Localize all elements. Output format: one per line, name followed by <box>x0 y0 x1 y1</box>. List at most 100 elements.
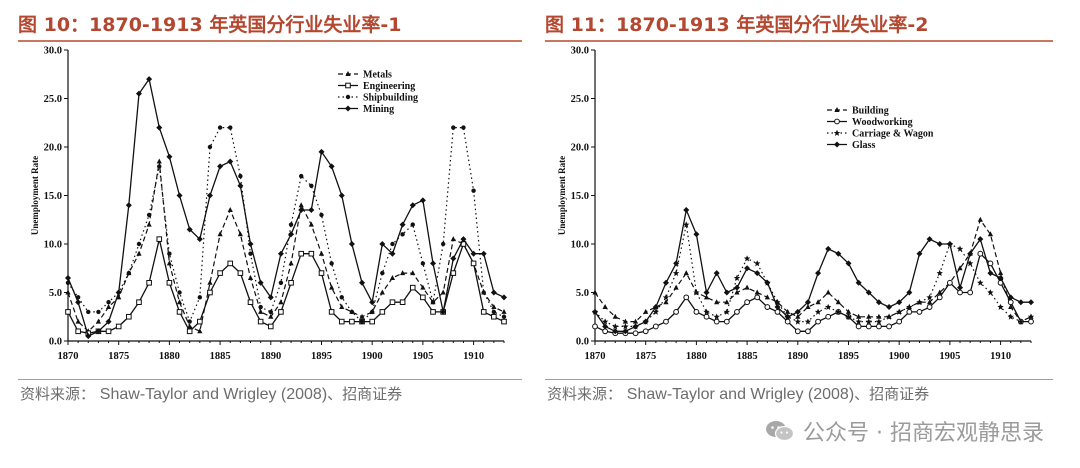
data-point-shipbuilding <box>359 319 365 324</box>
data-point-glass <box>764 279 771 286</box>
data-point-engineering <box>389 299 396 305</box>
data-point-metals <box>258 308 264 314</box>
data-point-engineering <box>217 270 223 276</box>
data-point-shipbuilding <box>207 144 213 150</box>
data-point-glass <box>693 231 700 238</box>
data-point-glass <box>794 308 801 315</box>
data-point-glass <box>987 270 994 277</box>
data-point-building <box>876 313 882 319</box>
data-point-mining <box>156 124 163 131</box>
data-point-building <box>683 270 689 276</box>
legend-label-woodworking: Woodworking <box>852 117 913 128</box>
data-point-metals <box>379 289 385 295</box>
legend-marker <box>834 118 840 125</box>
data-point-shipbuilding <box>278 280 284 285</box>
x-tick-label: 1885 <box>737 351 758 362</box>
data-point-mining <box>501 294 507 301</box>
source-divider <box>545 379 1053 380</box>
data-point-carriage-wagon <box>703 308 710 315</box>
data-point-woodworking <box>642 328 649 335</box>
data-point-engineering <box>65 309 71 315</box>
data-point-engineering <box>237 270 244 276</box>
legend-marker <box>345 82 351 89</box>
y-tick-label: 10.0 <box>571 240 589 251</box>
data-point-mining <box>166 153 173 160</box>
data-point-engineering <box>328 309 335 315</box>
data-point-shipbuilding <box>157 164 162 169</box>
data-point-metals <box>136 250 142 256</box>
data-point-carriage-wagon <box>906 303 913 311</box>
data-point-glass <box>875 299 882 306</box>
data-point-glass <box>774 304 781 311</box>
data-point-mining <box>217 163 224 170</box>
source-suffix: 、招商证券 <box>327 385 403 403</box>
data-point-metals <box>95 318 102 324</box>
data-point-mining <box>389 250 396 257</box>
line-chart-industries-1: 0.0 5.0 10.0 15.0 20.0 25.0 30.0 1870 1875 1880 18… <box>30 46 507 362</box>
data-point-shipbuilding <box>197 295 203 300</box>
data-point-glass <box>886 304 893 311</box>
data-point-engineering <box>267 323 274 330</box>
wechat-icon <box>766 421 795 442</box>
data-point-glass <box>946 241 953 247</box>
data-point-woodworking <box>1028 318 1034 325</box>
data-point-shipbuilding <box>410 222 415 227</box>
data-point-engineering <box>278 309 284 315</box>
data-point-glass <box>804 299 811 306</box>
figure-title: 图 10：1870-1913 年英国分行业失业率-1 <box>18 14 402 36</box>
series-engineering <box>65 236 507 337</box>
data-point-shipbuilding <box>126 270 132 276</box>
data-point-engineering <box>176 309 183 315</box>
data-point-shipbuilding <box>268 309 273 315</box>
y-tick-label: 0.0 <box>49 337 62 348</box>
data-point-woodworking <box>794 328 801 335</box>
data-point-engineering <box>146 280 152 286</box>
data-point-engineering <box>288 280 294 286</box>
plot-area <box>591 207 1035 337</box>
legend-marker <box>345 71 351 76</box>
data-point-engineering <box>430 309 436 315</box>
data-point-metals <box>156 158 162 164</box>
data-point-shipbuilding <box>86 309 91 315</box>
data-point-building <box>764 294 770 300</box>
data-point-woodworking <box>602 328 609 335</box>
data-point-shipbuilding <box>106 300 111 305</box>
data-point-mining <box>338 192 345 199</box>
data-point-metals <box>491 304 497 310</box>
data-point-building <box>622 318 629 324</box>
data-point-mining <box>267 294 274 301</box>
data-point-woodworking <box>592 323 598 330</box>
data-point-metals <box>278 299 284 305</box>
data-point-shipbuilding <box>288 222 294 227</box>
data-point-woodworking <box>926 304 933 310</box>
data-point-mining <box>288 231 295 238</box>
data-point-woodworking <box>957 289 963 296</box>
y-tick-label: 20.0 <box>571 143 589 154</box>
data-point-glass <box>723 289 730 296</box>
legend-marker <box>834 141 840 148</box>
data-point-shipbuilding <box>177 290 182 295</box>
data-point-engineering <box>115 323 122 330</box>
figure-title: 图 11：1870-1913 年英国分行业失业率-2 <box>545 14 929 36</box>
data-point-mining <box>298 207 305 214</box>
y-tick-label: 25.0 <box>44 94 62 105</box>
data-point-carriage-wagon <box>754 260 761 267</box>
source-suffix: 、招商证券 <box>854 385 930 403</box>
data-point-engineering <box>399 299 406 305</box>
legend-label-carriage-wagon: Carriage & Wagon <box>852 129 934 140</box>
data-point-mining <box>440 308 447 315</box>
data-point-mining <box>237 182 244 189</box>
data-point-mining <box>470 250 477 257</box>
data-point-glass <box>592 308 598 315</box>
data-point-metals <box>318 250 325 256</box>
data-point-metals <box>308 221 314 227</box>
data-point-building <box>977 216 983 222</box>
data-point-glass <box>602 323 609 330</box>
data-point-building <box>825 289 831 295</box>
data-point-mining <box>85 333 92 340</box>
x-tick-label: 1890 <box>260 351 281 362</box>
data-point-mining <box>105 318 112 325</box>
x-tick-label: 1900 <box>889 351 910 362</box>
